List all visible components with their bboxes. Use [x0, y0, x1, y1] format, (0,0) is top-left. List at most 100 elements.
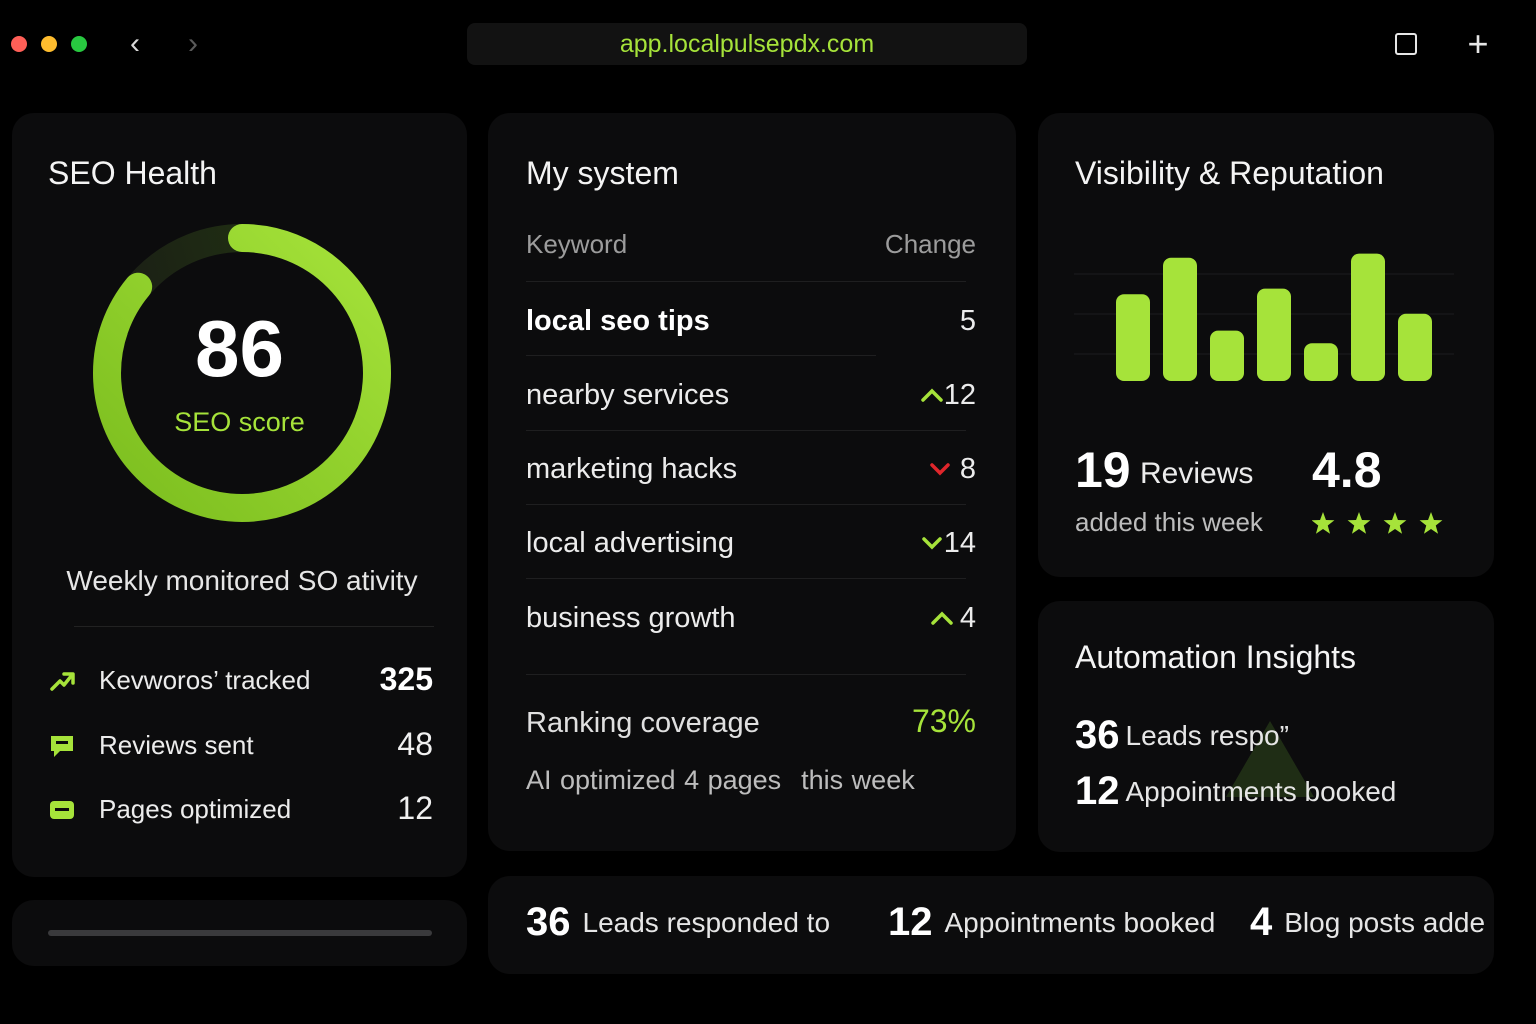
address-bar[interactable]: app.localpulsepdx.com [467, 23, 1027, 65]
visibility-reputation-card: Visibility & Reputation 19 Reviews added… [1038, 113, 1494, 577]
visibility-bar [1304, 343, 1338, 381]
appointments-label: Appointments booked [1125, 775, 1397, 807]
plus-icon[interactable]: + [1467, 23, 1489, 64]
summary-number: 12 [888, 900, 933, 944]
summary-label: Appointments booked [944, 906, 1216, 938]
minimize-window-button[interactable] [41, 36, 57, 52]
browser-titlebar: ‹ › app.localpulsepdx.com + [0, 0, 1536, 90]
keyword-name: local advertising [526, 527, 734, 559]
summary-number: 36 [526, 900, 571, 944]
summary-leads: 36 Leads responded to [526, 900, 830, 945]
keyword-row[interactable]: nearby services 12 [526, 375, 976, 415]
tabs-overview-icon[interactable] [1395, 33, 1417, 55]
seo-health-card: SEO Health 86 SEO score Weekly monitored… [12, 113, 467, 877]
seo-score-value: 86 [195, 304, 284, 393]
keyword-row[interactable]: marketing hacks 8 [526, 449, 976, 489]
progress-track [48, 930, 432, 936]
keyword-column-header: Keyword [526, 229, 628, 259]
appointments-count: 12 [1075, 769, 1120, 813]
summary-label: Blog posts adde [1284, 906, 1486, 938]
keyword-name: marketing hacks [526, 453, 738, 485]
keyword-change: 4 [959, 602, 976, 634]
leads-count: 36 [1075, 713, 1120, 757]
stat-value: 325 [379, 661, 433, 697]
keyword-name: local seo tips [526, 305, 710, 337]
automation-appointments-row: 12 Appointments booked [1075, 769, 1396, 814]
reviews-count: 19 [1075, 442, 1131, 498]
summary-blog-posts: 4 Blog posts adde [1250, 900, 1485, 945]
rating-stars [1312, 512, 1443, 534]
divider [526, 355, 876, 356]
close-window-button[interactable] [11, 36, 27, 52]
ranking-coverage-label: Ranking coverage [526, 707, 760, 739]
keyword-row[interactable]: local advertising 14 [526, 523, 976, 563]
chevron-left-icon[interactable]: ‹ [130, 27, 140, 60]
stat-label: Kevworos’ tracked [99, 665, 311, 695]
summary-appointments: 12 Appointments booked [888, 900, 1215, 945]
keyword-change: 12 [943, 379, 976, 411]
my-system-card: My system Keyword Change local seo tips … [488, 113, 1016, 851]
chevron-down-icon [930, 463, 950, 476]
divider [74, 626, 434, 627]
weekly-activity-caption: Weekly monitored SO ativity [66, 565, 418, 596]
page-icon [50, 801, 74, 819]
chevron-up-icon [921, 388, 943, 402]
stat-label: Pages optimized [99, 794, 292, 824]
visibility-title: Visibility & Reputation [1075, 155, 1384, 191]
star-icon [1383, 512, 1407, 534]
seo-progress-card [12, 900, 467, 966]
divider [526, 430, 966, 431]
divider [526, 281, 966, 282]
keyword-change: 14 [943, 527, 976, 559]
summary-label: Leads responded to [582, 906, 831, 938]
chevron-up-icon [931, 611, 953, 625]
decorative-glow [1226, 721, 1314, 797]
ranking-coverage-value: 73% [911, 703, 976, 739]
ai-optimized-count: AI optimized 4 pages [526, 765, 782, 795]
star-icon [1347, 512, 1371, 534]
reviews-label: Reviews [1140, 457, 1254, 490]
star-icon [1312, 512, 1335, 534]
ai-optimized-period: this week [801, 765, 915, 795]
summary-bar: 36 Leads responded to 12 Appointments book… [488, 876, 1494, 974]
summary-number: 4 [1250, 900, 1273, 944]
keyword-name: business growth [526, 602, 736, 634]
visibility-bar [1351, 253, 1385, 381]
keyword-row[interactable]: business growth 4 [526, 598, 976, 638]
visibility-bar [1398, 313, 1432, 381]
my-system-title: My system [526, 155, 679, 191]
seo-health-title: SEO Health [48, 155, 217, 191]
maximize-window-button[interactable] [71, 36, 87, 52]
seo-score-gauge [93, 224, 391, 522]
automation-leads-row: 36 Leads respo” [1075, 713, 1289, 758]
change-column-header: Change [884, 229, 976, 259]
chevron-down-icon [922, 537, 942, 550]
divider [526, 504, 966, 505]
ai-optimized-caption: AI optimized 4 pages this week [526, 765, 915, 796]
average-rating: 4.8 [1312, 442, 1382, 498]
chat-bubble-icon [51, 736, 73, 757]
visibility-bar-chart [1074, 253, 1454, 381]
keyword-change: 8 [959, 453, 976, 485]
keyword-name: nearby services [526, 379, 730, 411]
divider [526, 578, 966, 579]
visibility-bar [1116, 294, 1150, 381]
stat-pages-optimized: Pages optimized 12 [48, 790, 433, 830]
stat-keywords-tracked: Kevworos’ tracked 325 [48, 661, 433, 701]
stat-value: 48 [397, 726, 433, 762]
visibility-bar [1257, 288, 1291, 381]
divider [526, 674, 966, 675]
trend-up-arrow-icon [50, 672, 75, 691]
visibility-bar [1163, 257, 1197, 381]
star-icon [1419, 512, 1443, 534]
keyword-row[interactable]: local seo tips 5 [526, 301, 976, 341]
stat-reviews-sent: Reviews sent 48 [48, 726, 433, 766]
stat-label: Reviews sent [99, 730, 254, 760]
leads-label: Leads respo” [1125, 719, 1289, 751]
reviews-caption: added this week [1075, 507, 1263, 537]
visibility-bar [1210, 330, 1244, 381]
automation-title: Automation Insights [1075, 639, 1357, 675]
automation-insights-card: Automation Insights 36 Leads respo” 12 App… [1038, 601, 1494, 852]
keyword-change: 5 [959, 305, 976, 337]
chevron-right-icon[interactable]: › [188, 27, 198, 60]
